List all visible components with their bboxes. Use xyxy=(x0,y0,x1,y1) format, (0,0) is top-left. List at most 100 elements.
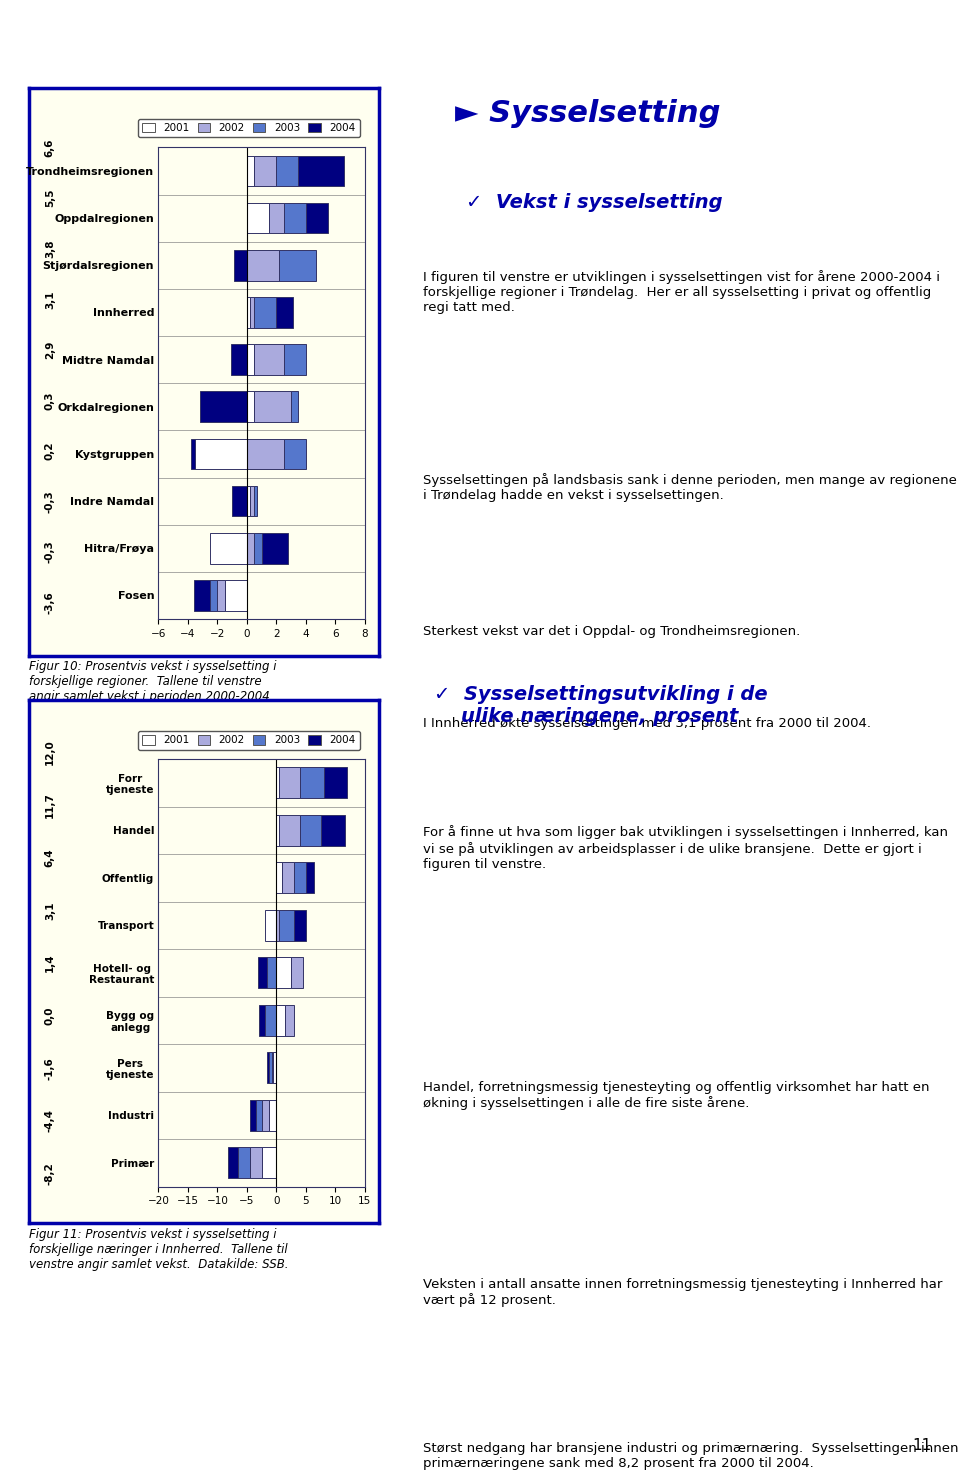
Bar xyxy=(247,439,284,469)
Bar xyxy=(247,203,269,233)
Bar xyxy=(279,909,294,940)
Bar xyxy=(272,1052,274,1083)
Text: 0,0: 0,0 xyxy=(45,1007,55,1024)
Bar xyxy=(300,815,321,846)
Legend: 2001, 2002, 2003, 2004: 2001, 2002, 2003, 2004 xyxy=(138,119,360,137)
Bar xyxy=(261,534,288,563)
Bar xyxy=(247,392,254,422)
Bar xyxy=(291,392,299,422)
Bar xyxy=(299,156,344,186)
Text: -0,3: -0,3 xyxy=(45,489,55,513)
Bar xyxy=(247,534,254,563)
Bar xyxy=(250,298,254,327)
Text: 6,6: 6,6 xyxy=(45,139,55,158)
Bar xyxy=(247,486,250,516)
Bar xyxy=(191,439,195,469)
Bar xyxy=(232,486,247,516)
Bar xyxy=(279,815,300,846)
Bar xyxy=(300,768,324,799)
Bar xyxy=(269,203,284,233)
Text: 0,3: 0,3 xyxy=(45,391,55,410)
Bar xyxy=(238,1147,250,1178)
Bar xyxy=(254,345,284,374)
Bar xyxy=(228,1147,238,1178)
Bar xyxy=(269,1100,276,1131)
Legend: 2001, 2002, 2003, 2004: 2001, 2002, 2003, 2004 xyxy=(138,731,360,750)
Bar xyxy=(276,156,299,186)
Bar xyxy=(195,439,247,469)
Text: Sterkest vekst var det i Oppdal- og Trondheimsregionen.: Sterkest vekst var det i Oppdal- og Tron… xyxy=(423,625,801,638)
Bar xyxy=(274,1052,276,1083)
Bar xyxy=(254,486,257,516)
Bar xyxy=(233,251,247,280)
Text: 3,1: 3,1 xyxy=(45,290,55,308)
Bar xyxy=(258,1005,265,1036)
Text: Størst nedgang har bransjene industri og primærnæring.  Sysselsettingen innen pr: Størst nedgang har bransjene industri og… xyxy=(423,1442,959,1470)
Bar xyxy=(247,345,254,374)
Text: 0,2: 0,2 xyxy=(45,442,55,460)
Text: 3,1: 3,1 xyxy=(45,901,55,920)
Bar xyxy=(284,345,306,374)
Bar xyxy=(267,1052,269,1083)
Bar xyxy=(247,156,254,186)
Bar xyxy=(282,862,294,893)
Bar xyxy=(276,1005,285,1036)
Bar xyxy=(247,251,279,280)
Text: 12,0: 12,0 xyxy=(45,740,55,765)
Bar xyxy=(194,581,210,610)
Bar xyxy=(276,768,279,799)
Bar xyxy=(254,392,291,422)
Text: ► Sysselsetting: ► Sysselsetting xyxy=(455,99,721,128)
Text: 11: 11 xyxy=(912,1439,931,1453)
Bar xyxy=(324,768,348,799)
Text: 3,8: 3,8 xyxy=(45,239,55,258)
Bar xyxy=(247,298,250,327)
Bar xyxy=(279,768,300,799)
Bar xyxy=(200,392,247,422)
Bar xyxy=(269,1052,272,1083)
Bar xyxy=(306,862,314,893)
Bar xyxy=(261,1147,276,1178)
Text: Veksten i antall ansatte innen forretningsmessig tjenesteyting i Innherred har v: Veksten i antall ansatte innen forretnin… xyxy=(423,1278,943,1307)
Bar xyxy=(276,862,282,893)
Bar xyxy=(254,298,276,327)
Bar xyxy=(276,815,279,846)
Bar xyxy=(321,815,346,846)
Bar xyxy=(250,1147,261,1178)
Bar xyxy=(210,581,217,610)
Bar xyxy=(256,1100,262,1131)
Text: 5,5: 5,5 xyxy=(45,189,55,208)
Bar xyxy=(285,1005,294,1036)
Bar xyxy=(279,251,316,280)
Bar xyxy=(262,1100,269,1131)
Bar xyxy=(276,298,293,327)
Bar xyxy=(251,1100,256,1131)
Text: - Næringsanalyse Innherred 2005 -: - Næringsanalyse Innherred 2005 - xyxy=(208,22,752,49)
Bar xyxy=(268,958,276,988)
Bar xyxy=(250,486,254,516)
Bar xyxy=(254,156,276,186)
Text: -3,6: -3,6 xyxy=(45,591,55,613)
Text: -4,4: -4,4 xyxy=(45,1110,55,1132)
Bar xyxy=(217,581,225,610)
Text: 2,9: 2,9 xyxy=(45,340,55,360)
Text: -0,3: -0,3 xyxy=(45,541,55,563)
Text: 1,4: 1,4 xyxy=(45,954,55,973)
Text: I figuren til venstre er utviklingen i sysselsettingen vist for årene 2000-2004 : I figuren til venstre er utviklingen i s… xyxy=(423,270,941,314)
Text: 11,7: 11,7 xyxy=(45,793,55,818)
Bar xyxy=(225,581,247,610)
Bar xyxy=(258,958,268,988)
Text: Figur 11: Prosentvis vekst i sysselsetting i
forskjellige næringer i Innherred. : Figur 11: Prosentvis vekst i sysselsetti… xyxy=(29,1228,288,1271)
Bar xyxy=(306,203,328,233)
Bar xyxy=(265,1005,276,1036)
Text: -8,2: -8,2 xyxy=(45,1162,55,1185)
Text: ✓  Sysselsettingsutvikling i de
    ulike næringene, prosent: ✓ Sysselsettingsutvikling i de ulike nær… xyxy=(434,685,768,727)
Text: Sysselsettingen på landsbasis sank i denne perioden, men mange av regionene i Tr: Sysselsettingen på landsbasis sank i den… xyxy=(423,473,957,503)
Text: I Innherred økte sysselsettingen med 3,1 prosent fra 2000 til 2004.: I Innherred økte sysselsettingen med 3,1… xyxy=(423,718,872,730)
Bar xyxy=(284,439,306,469)
Text: Handel, forretningsmessig tjenesteyting og offentlig virksomhet har hatt en økni: Handel, forretningsmessig tjenesteyting … xyxy=(423,1080,930,1110)
Bar xyxy=(276,958,291,988)
Bar xyxy=(276,909,279,940)
Bar xyxy=(294,909,306,940)
Bar xyxy=(254,534,261,563)
